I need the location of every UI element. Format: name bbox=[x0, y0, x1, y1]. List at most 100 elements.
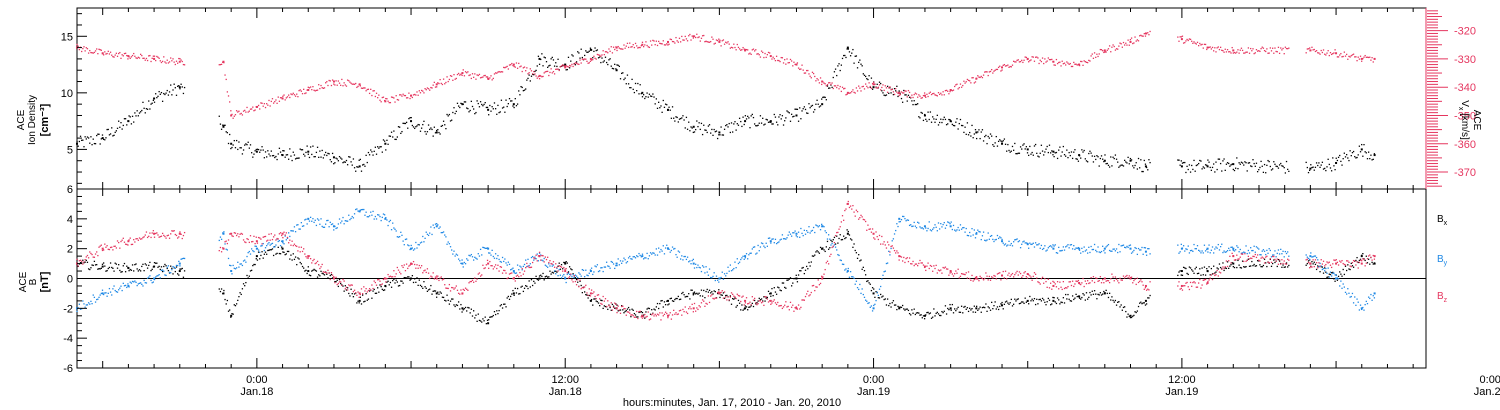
bx-sample bbox=[1022, 301, 1024, 303]
bx-sample bbox=[445, 300, 447, 302]
bz-sample bbox=[226, 242, 229, 245]
vx-sample bbox=[1062, 63, 1065, 65]
vx-sample bbox=[219, 63, 222, 66]
density-sample bbox=[1263, 163, 1266, 166]
bx-sample bbox=[181, 267, 183, 270]
by-sample bbox=[436, 223, 438, 225]
density-sample bbox=[649, 95, 652, 97]
bx-sample bbox=[337, 285, 340, 288]
vx-sample bbox=[1125, 42, 1127, 44]
vx-sample bbox=[86, 48, 89, 50]
by-sample bbox=[824, 230, 826, 232]
bx-sample bbox=[604, 305, 607, 308]
density-sample bbox=[971, 124, 973, 127]
density-point bbox=[153, 97, 156, 100]
by-sample bbox=[463, 261, 466, 264]
bz-point bbox=[1129, 277, 1132, 280]
bz-sample bbox=[602, 295, 604, 298]
density-sample bbox=[749, 127, 751, 129]
density-sample bbox=[283, 150, 285, 152]
bx-sample bbox=[1082, 293, 1084, 295]
density-sample bbox=[999, 139, 1001, 141]
vx-sample bbox=[592, 58, 594, 61]
by-sample bbox=[838, 254, 840, 257]
vx-sample bbox=[244, 109, 246, 112]
bz-sample bbox=[491, 265, 493, 267]
bx-sample bbox=[390, 286, 393, 288]
bx-sample bbox=[1324, 267, 1326, 269]
bx-sample bbox=[1281, 266, 1283, 268]
density-sample bbox=[254, 150, 256, 152]
bx-sample bbox=[859, 260, 861, 262]
density-sample bbox=[1357, 154, 1359, 156]
bz-sample bbox=[412, 260, 415, 263]
vx-sample bbox=[393, 97, 395, 99]
density-sample bbox=[359, 158, 361, 161]
vx-sample bbox=[892, 91, 895, 93]
by-sample bbox=[874, 303, 876, 305]
vx-sample bbox=[1239, 49, 1241, 51]
density-sample bbox=[590, 49, 593, 51]
bx-sample bbox=[1340, 273, 1342, 275]
bx-sample bbox=[1114, 299, 1117, 302]
by-sample bbox=[647, 258, 649, 260]
by-sample bbox=[935, 226, 937, 228]
bx-sample bbox=[489, 316, 491, 318]
vx-sample bbox=[942, 91, 944, 93]
bz-sample bbox=[641, 317, 644, 319]
by-sample bbox=[580, 275, 582, 277]
vx-sample bbox=[1361, 60, 1363, 62]
bx-sample bbox=[536, 278, 538, 281]
by-sample bbox=[457, 258, 460, 260]
density-sample bbox=[401, 130, 403, 133]
bx-sample bbox=[656, 302, 659, 305]
bx-sample bbox=[647, 307, 649, 309]
density-sample bbox=[1270, 169, 1273, 171]
by-sample bbox=[319, 223, 321, 225]
bz-sample bbox=[143, 236, 145, 238]
by-sample bbox=[585, 269, 587, 271]
density-sample bbox=[419, 130, 422, 132]
bx-sample bbox=[595, 300, 597, 302]
bx-sample bbox=[229, 309, 231, 311]
bz-point bbox=[872, 232, 875, 235]
bz-sample bbox=[634, 316, 637, 318]
by-sample bbox=[494, 253, 497, 255]
density-sample bbox=[1341, 164, 1343, 166]
by-sample bbox=[603, 266, 605, 268]
bx-sample bbox=[533, 280, 535, 283]
bz-sample bbox=[571, 279, 573, 281]
bx-sample bbox=[910, 314, 912, 316]
vx-sample bbox=[721, 40, 723, 42]
vx-sample bbox=[1373, 58, 1376, 60]
bz-sample bbox=[416, 264, 418, 266]
density-sample bbox=[960, 124, 963, 127]
by-sample bbox=[1060, 250, 1062, 252]
by-sample bbox=[1364, 303, 1366, 306]
vx-sample bbox=[272, 102, 275, 104]
vx-sample bbox=[1223, 51, 1225, 53]
bx-sample bbox=[893, 304, 896, 306]
bz-sample bbox=[111, 246, 113, 248]
vx-point bbox=[744, 49, 747, 52]
density-sample bbox=[1324, 167, 1326, 170]
by-sample bbox=[646, 252, 648, 255]
vx-sample bbox=[684, 35, 686, 38]
vx-sample bbox=[233, 115, 235, 117]
bx-sample bbox=[141, 265, 143, 268]
vx-sample bbox=[404, 94, 407, 97]
bx-sample bbox=[1018, 302, 1021, 305]
density-sample bbox=[293, 154, 296, 156]
vx-sample bbox=[1076, 64, 1078, 66]
density-sample bbox=[1312, 166, 1314, 168]
density-sample bbox=[122, 124, 124, 127]
by-sample bbox=[882, 274, 884, 276]
bz-sample bbox=[605, 305, 608, 308]
bz-sample bbox=[238, 236, 240, 238]
bx-sample bbox=[126, 265, 128, 267]
by-sample bbox=[1219, 245, 1222, 248]
vx-point bbox=[461, 72, 464, 75]
density-sample bbox=[1089, 150, 1091, 152]
density-sample bbox=[1277, 167, 1280, 169]
by-sample bbox=[489, 252, 491, 254]
